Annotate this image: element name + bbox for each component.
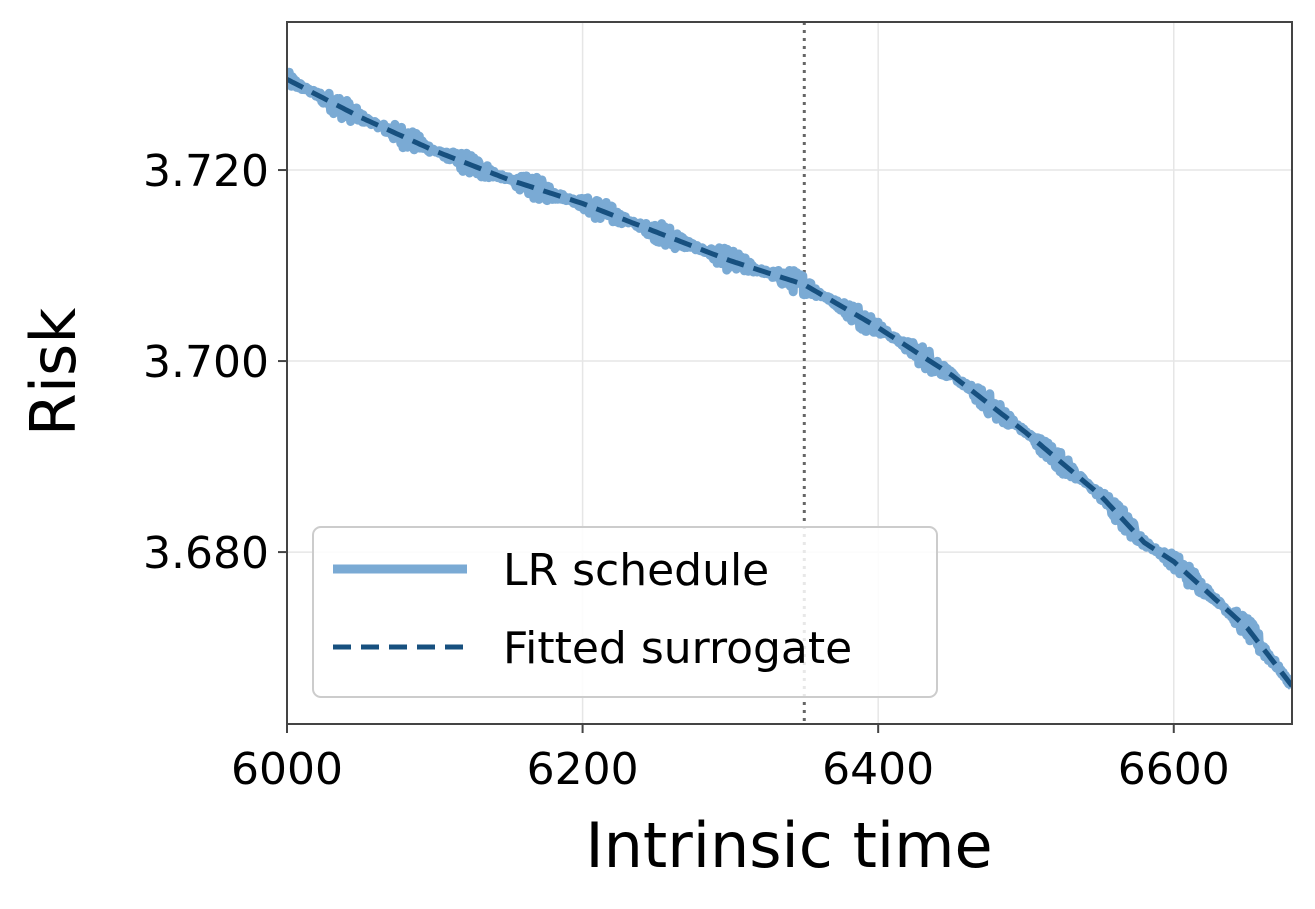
x-tick-label: 6400 <box>822 744 934 795</box>
legend-label-fitted-surrogate: Fitted surrogate <box>503 623 852 674</box>
legend: LR schedule Fitted surrogate <box>312 526 938 698</box>
series-group <box>287 67 1292 691</box>
legend-box <box>312 526 938 698</box>
y-tick-label: 3.720 <box>143 146 269 197</box>
axis-ticks: 6000 6200 6400 6600 3.680 3.700 3.720 <box>143 146 1230 795</box>
series-line-fitted-surrogate <box>287 77 1292 688</box>
y-tick-label: 3.680 <box>143 528 269 579</box>
plot-frame <box>286 21 1293 725</box>
y-axis-title: Risk <box>17 308 90 437</box>
legend-label-lr-schedule: LR schedule <box>503 545 769 596</box>
x-tick-label: 6200 <box>527 744 639 795</box>
x-axis-title: Intrinsic time <box>585 809 992 882</box>
x-tick-label: 6600 <box>1118 744 1230 795</box>
x-tick-label: 6000 <box>231 744 343 795</box>
y-tick-label: 3.700 <box>143 337 269 388</box>
